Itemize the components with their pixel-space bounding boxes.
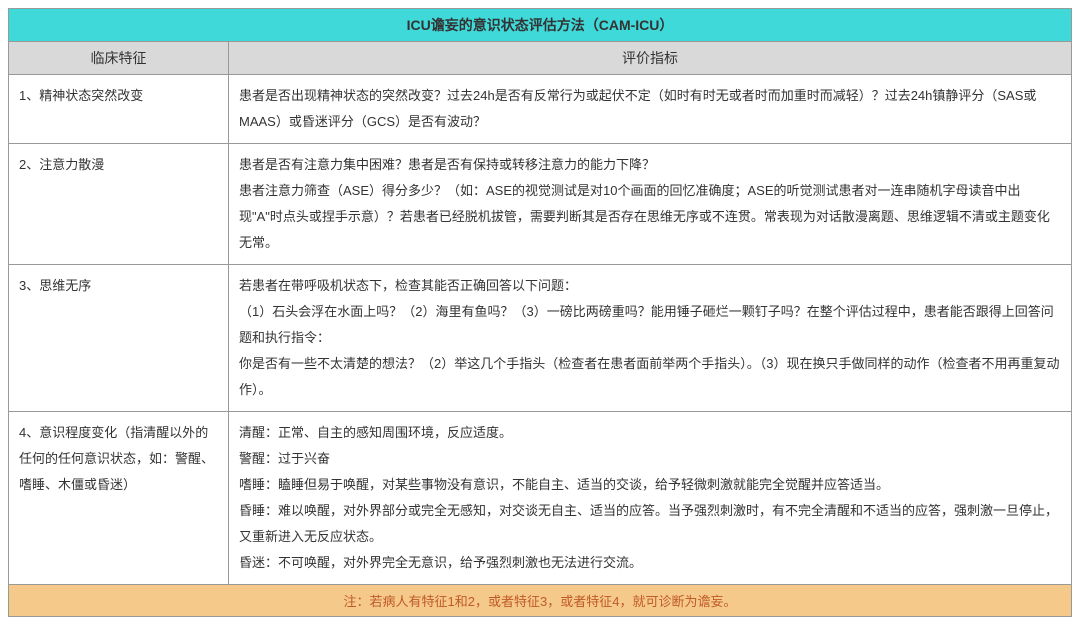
feature-cell: 1、精神状态突然改变 [9, 75, 229, 143]
feature-cell: 4、意识程度变化（指清醒以外的任何的任何意识状态，如：警醒、嗜睡、木僵或昏迷） [9, 412, 229, 584]
criteria-cell: 患者是否有注意力集中困难？患者是否有保持或转移注意力的能力下降？患者注意力筛查（… [229, 144, 1071, 264]
table-header-row: 临床特征 评价指标 [9, 42, 1071, 75]
header-feature: 临床特征 [9, 42, 229, 74]
table-row: 1、精神状态突然改变 患者是否出现精神状态的突然改变？过去24h是否有反常行为或… [9, 75, 1071, 144]
header-criteria: 评价指标 [229, 42, 1071, 74]
feature-cell: 2、注意力散漫 [9, 144, 229, 264]
table-row: 4、意识程度变化（指清醒以外的任何的任何意识状态，如：警醒、嗜睡、木僵或昏迷） … [9, 412, 1071, 585]
criteria-cell: 若患者在带呼吸机状态下，检查其能否正确回答以下问题：（1）石头会浮在水面上吗？（… [229, 265, 1071, 411]
table-row: 2、注意力散漫 患者是否有注意力集中困难？患者是否有保持或转移注意力的能力下降？… [9, 144, 1071, 265]
criteria-cell: 清醒：正常、自主的感知周围环境，反应适度。警醒：过于兴奋嗜睡：瞌睡但易于唤醒，对… [229, 412, 1071, 584]
criteria-cell: 患者是否出现精神状态的突然改变？过去24h是否有反常行为或起伏不定（如时有时无或… [229, 75, 1071, 143]
table-title: ICU谵妄的意识状态评估方法（CAM-ICU） [9, 9, 1071, 42]
cam-icu-table: ICU谵妄的意识状态评估方法（CAM-ICU） 临床特征 评价指标 1、精神状态… [8, 8, 1072, 617]
feature-cell: 3、思维无序 [9, 265, 229, 411]
table-row: 3、思维无序 若患者在带呼吸机状态下，检查其能否正确回答以下问题：（1）石头会浮… [9, 265, 1071, 412]
table-footer-note: 注：若病人有特征1和2，或者特征3，或者特征4，就可诊断为谵妄。 [9, 585, 1071, 616]
